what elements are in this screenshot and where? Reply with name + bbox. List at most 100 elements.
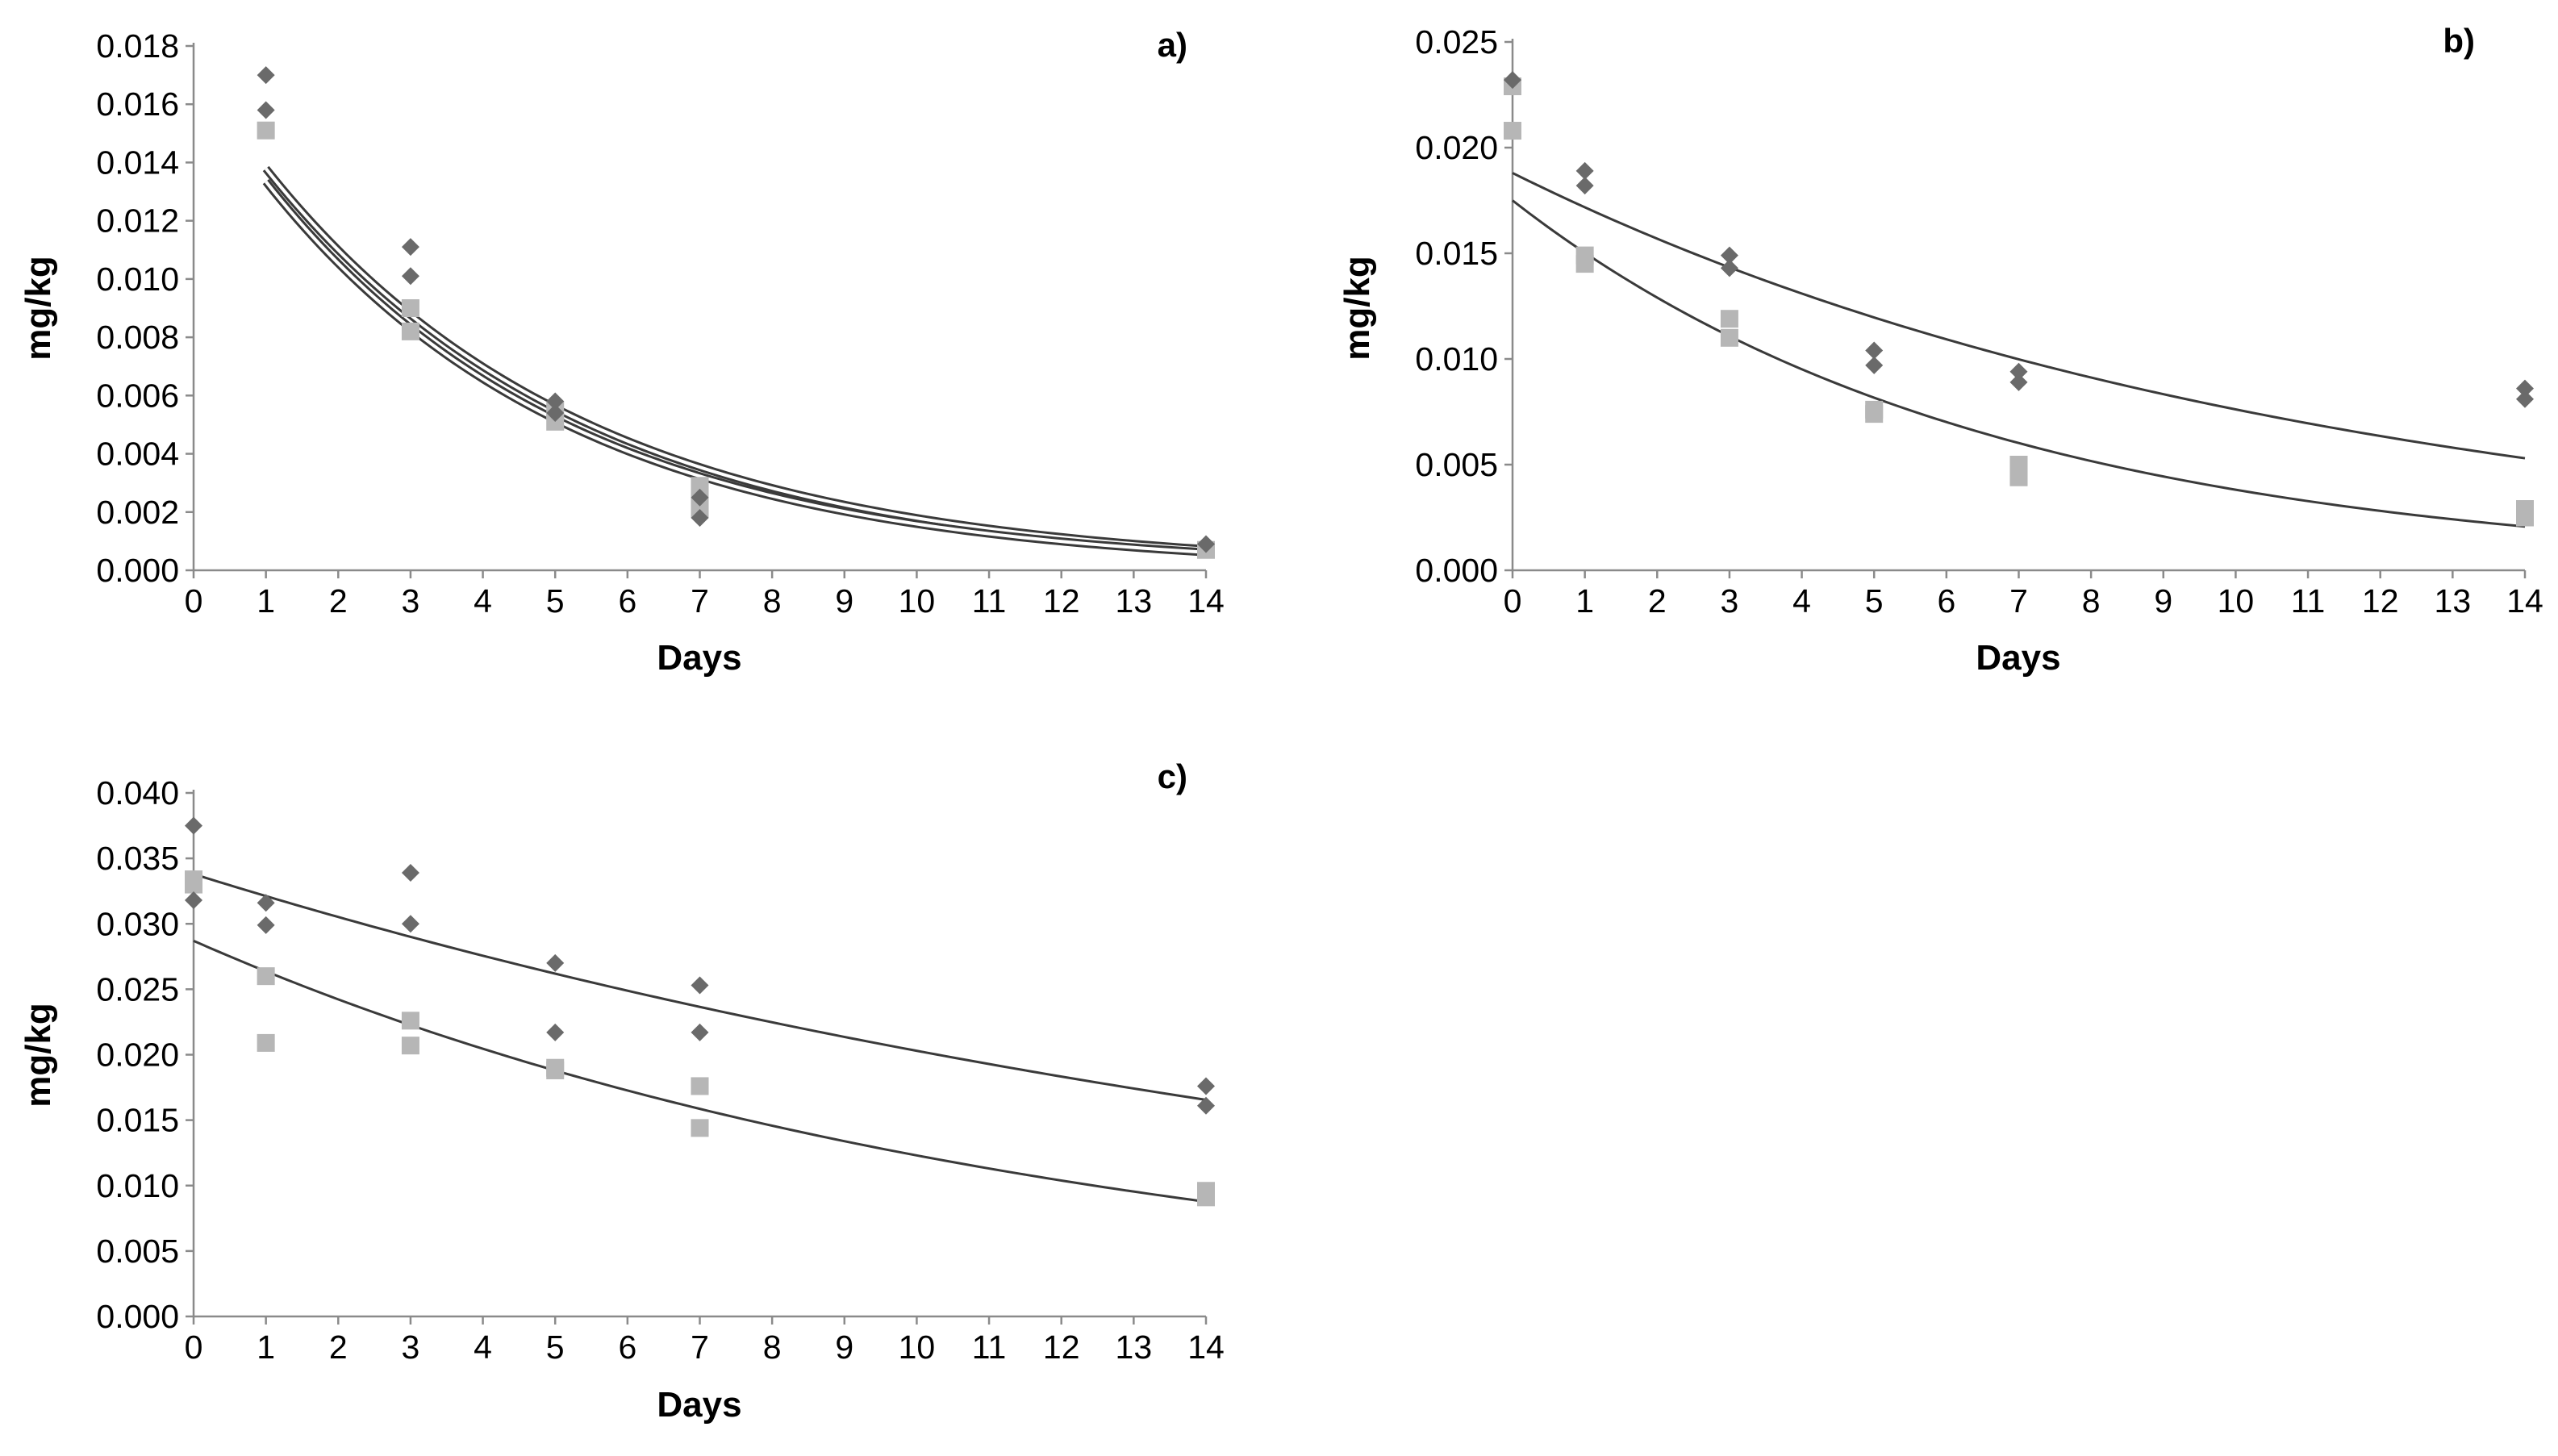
y-tick-label: 0.004 xyxy=(96,436,179,473)
y-tick-label: 0.000 xyxy=(96,1298,179,1335)
data-point-diamond xyxy=(185,816,202,835)
data-point-diamond xyxy=(401,863,419,882)
y-tick-label: 0.014 xyxy=(96,144,179,181)
x-tick-label: 7 xyxy=(691,582,709,620)
y-tick-label: 0.025 xyxy=(1415,23,1498,60)
x-tick-label: 9 xyxy=(2154,582,2172,620)
data-point-square xyxy=(401,1012,419,1030)
x-tick-label: 10 xyxy=(2218,582,2255,620)
data-point-square xyxy=(1865,405,1884,423)
x-tick-label: 0 xyxy=(185,1329,203,1366)
data-point-diamond xyxy=(691,1023,709,1041)
x-tick-label: 12 xyxy=(1043,1329,1080,1366)
x-tick-label: 1 xyxy=(1575,582,1594,620)
x-tick-label: 1 xyxy=(257,1329,275,1366)
x-tick-label: 2 xyxy=(329,582,348,620)
data-point-square xyxy=(1720,328,1738,347)
data-point-square xyxy=(1720,310,1738,328)
x-tick-label: 8 xyxy=(2082,582,2101,620)
data-point-diamond xyxy=(1720,246,1738,265)
y-tick-label: 0.005 xyxy=(96,1233,179,1270)
x-tick-label: 4 xyxy=(1792,582,1811,620)
y-tick-label: 0.000 xyxy=(96,552,179,589)
data-point-diamond xyxy=(546,392,565,411)
panel-label: a) xyxy=(1158,26,1187,64)
y-tick-label: 0.006 xyxy=(96,377,179,414)
y-tick-label: 0.035 xyxy=(96,840,179,877)
y-tick-label: 0.002 xyxy=(96,494,179,531)
x-tick-label: 9 xyxy=(835,582,853,620)
x-tick-label: 4 xyxy=(474,1329,492,1366)
data-point-diamond xyxy=(1197,535,1215,553)
data-point-diamond xyxy=(1575,161,1594,180)
y-tick-label: 0.010 xyxy=(96,261,179,298)
data-point-diamond xyxy=(1504,71,1521,90)
data-point-square xyxy=(257,967,275,986)
data-point-diamond xyxy=(2516,390,2534,408)
trend-line-diamonds xyxy=(1512,172,2526,460)
x-tick-label: 14 xyxy=(1187,582,1225,620)
y-tick-label: 0.010 xyxy=(1415,340,1498,378)
y-tick-label: 0.015 xyxy=(1415,235,1498,272)
x-tick-label: 0 xyxy=(185,582,203,620)
y-tick-label: 0.000 xyxy=(1415,552,1498,589)
data-point-diamond xyxy=(1720,259,1738,277)
x-tick-label: 0 xyxy=(1504,582,1522,620)
x-tick-label: 3 xyxy=(1721,582,1739,620)
data-point-diamond xyxy=(257,101,275,119)
y-axis-title: mg/kg xyxy=(1337,256,1377,361)
y-tick-label: 0.025 xyxy=(96,970,179,1008)
x-axis-title: Days xyxy=(657,1385,741,1425)
data-point-diamond xyxy=(1197,1096,1215,1115)
y-axis-title: mg/kg xyxy=(19,256,58,361)
x-tick-label: 13 xyxy=(1116,582,1153,620)
data-point-square xyxy=(401,322,419,340)
x-tick-label: 13 xyxy=(2435,582,2472,620)
x-tick-label: 14 xyxy=(1187,1329,1225,1366)
x-tick-label: 7 xyxy=(2009,582,2028,620)
data-point-square xyxy=(2009,468,2028,486)
y-tick-label: 0.010 xyxy=(96,1167,179,1204)
x-tick-label: 2 xyxy=(1648,582,1667,620)
data-point-diamond xyxy=(1865,341,1884,360)
x-tick-label: 3 xyxy=(402,582,420,620)
x-tick-label: 8 xyxy=(763,1329,782,1366)
y-tick-label: 0.005 xyxy=(1415,446,1498,483)
data-point-diamond xyxy=(1197,1077,1215,1095)
x-tick-label: 5 xyxy=(1865,582,1884,620)
y-tick-label: 0.012 xyxy=(96,202,179,240)
data-point-diamond xyxy=(546,404,565,422)
data-point-diamond xyxy=(401,267,419,286)
data-point-diamond xyxy=(401,238,419,257)
data-point-square xyxy=(185,875,202,894)
chart-panel-b: b) Days mg/kg 0.000 0.005 0.010 0.015 0.020 0… xyxy=(1337,22,2543,678)
data-point-square xyxy=(546,1061,565,1079)
data-point-diamond xyxy=(691,509,709,527)
data-point-diamond xyxy=(2009,373,2028,391)
chart-panel-c: c) Days mg/kg 0.000 0.005 0.010 0.015 0.020 0… xyxy=(19,757,1225,1425)
x-tick-label: 6 xyxy=(618,582,636,620)
trend-line-diamonds xyxy=(193,873,1207,1101)
x-tick-label: 11 xyxy=(972,1329,1007,1366)
x-tick-label: 1 xyxy=(257,582,275,620)
chart-panel-a: a) Days mg/kg 0.000 0.002 0.004 0.006 0.008 0… xyxy=(19,26,1225,678)
y-axis-title: mg/kg xyxy=(19,1003,58,1108)
data-point-diamond xyxy=(1865,356,1884,374)
data-point-square xyxy=(1504,122,1521,140)
x-tick-label: 12 xyxy=(1043,582,1080,620)
y-tick-label: 0.020 xyxy=(1415,129,1498,166)
data-point-square xyxy=(691,1119,709,1137)
data-point-square xyxy=(2516,508,2534,527)
trend-line-squares xyxy=(1512,199,2526,528)
x-tick-label: 6 xyxy=(618,1329,636,1366)
data-point-diamond xyxy=(2516,379,2534,398)
y-tick-label: 0.018 xyxy=(96,27,179,65)
x-tick-label: 9 xyxy=(835,1329,853,1366)
y-tick-label: 0.016 xyxy=(96,86,179,123)
data-point-diamond xyxy=(185,891,202,910)
x-tick-label: 10 xyxy=(899,582,936,620)
data-point-square xyxy=(257,121,275,140)
data-point-diamond xyxy=(546,1023,565,1041)
data-point-diamond xyxy=(1575,177,1594,195)
